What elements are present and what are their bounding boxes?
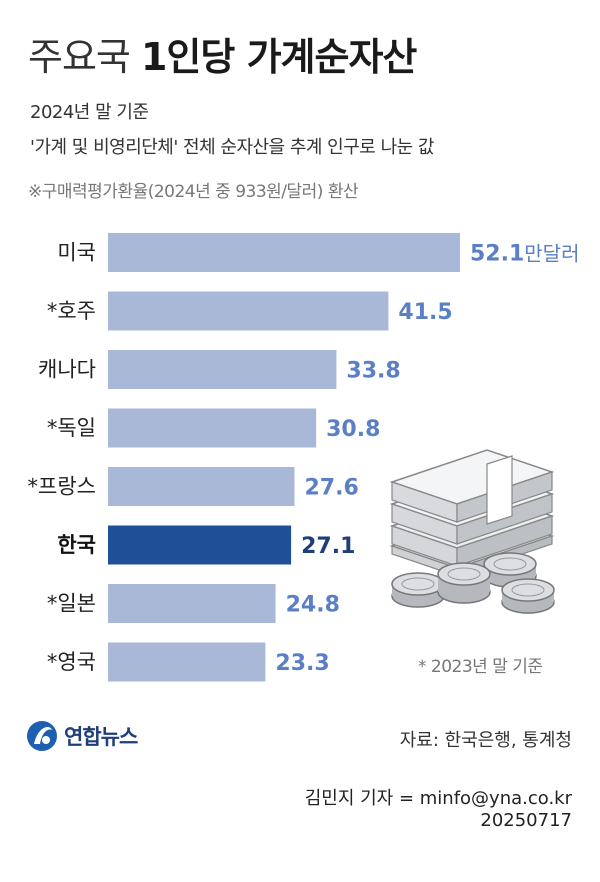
bar-chart: 미국 52.1만달러 *호주 41.5 캐나다 33.8 *독일 30.8 *프랑스 27.6 한국…	[28, 233, 579, 682]
bar-4	[108, 467, 295, 506]
bar-2	[108, 350, 337, 389]
subtitle-description: '가계 및 비영리단체' 전체 순자산을 추계 인구로 나눈 값	[30, 137, 435, 158]
value-label-7: 23.3	[275, 651, 329, 676]
title-bold: 1인당 가계순자산	[140, 35, 417, 79]
category-label-6: *일본	[47, 592, 96, 616]
date-text: 20250717	[480, 810, 572, 831]
value-label-6: 24.8	[286, 593, 340, 618]
category-label-2: 캐나다	[38, 358, 96, 382]
yonhap-logo: 연합뉴스	[24, 718, 138, 754]
value-label-0: 52.1만달러	[470, 242, 579, 267]
category-label-0: 미국	[57, 241, 96, 265]
credit-text: 김민지 기자 = minfo@yna.co.kr	[304, 788, 572, 809]
category-label-4: *프랑스	[28, 475, 96, 499]
value-label-3: 30.8	[326, 417, 380, 442]
bar-1	[108, 291, 389, 331]
footnote: * 2023년 말 기준	[418, 657, 543, 677]
category-label-1: *호주	[47, 299, 96, 323]
coins-icon	[391, 552, 555, 614]
bar-6	[108, 584, 276, 623]
exchange-rate-note: ※구매력평가환율(2024년 중 933원/달러) 환산	[28, 182, 359, 202]
value-label-2: 33.8	[346, 359, 400, 384]
logo-text: 연합뉴스	[64, 725, 138, 749]
value-label-4: 27.6	[305, 476, 359, 501]
page-title: 주요국 1인당 가계순자산	[28, 26, 417, 81]
bar-7	[108, 642, 266, 682]
unit-label: 만달러	[524, 242, 579, 266]
category-label-3: *독일	[47, 416, 96, 440]
bar-3	[108, 408, 317, 448]
subtitle-date: 2024년 말 기준	[30, 102, 149, 123]
value-label-5: 27.1	[301, 534, 355, 559]
source-text: 자료: 한국은행, 통계청	[399, 730, 572, 751]
yonhap-logo-icon	[27, 721, 57, 751]
category-label-7: *영국	[47, 650, 96, 674]
bills-stack-icon	[389, 449, 555, 577]
bar-5	[108, 525, 292, 565]
bar-0	[108, 233, 460, 272]
value-label-1: 41.5	[398, 300, 452, 325]
title-light: 주요국	[28, 35, 131, 79]
category-label-5: 한국	[57, 533, 96, 557]
money-stack-illustration	[389, 449, 555, 614]
